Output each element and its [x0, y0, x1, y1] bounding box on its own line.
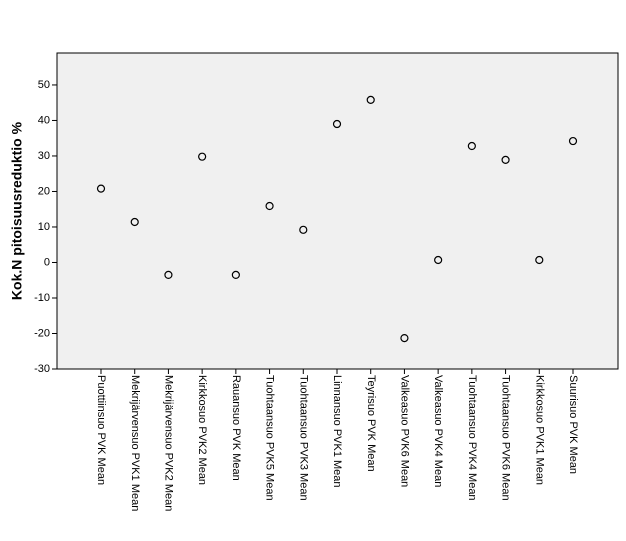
x-tick-label: Tuohtaansuo PVK3 Mean	[297, 375, 309, 501]
x-tick-label: Valkeasuo PVK6 Mean	[399, 375, 411, 487]
x-tick-label: Tuohtaansuo PVK6 Mean	[500, 375, 512, 501]
x-tick-label: Kirkkosuo PVK1 Mean	[533, 375, 545, 485]
x-tick-label: Rauansuo PVK Mean	[230, 375, 242, 481]
y-axis-label: Kok.N pitoisuusreduktio %	[9, 121, 25, 300]
y-tick-label: -20	[34, 327, 50, 339]
dot	[535, 255, 544, 265]
x-tick-label: Tuohtaansuo PVK5 Mean	[264, 375, 276, 501]
y-tick-label: 0	[44, 256, 50, 268]
x-tick-label: Linnansuo PVK1 Mean	[331, 375, 343, 488]
x-tick-label: Tuohtaansuo PVK4 Mean	[466, 375, 478, 501]
dot	[198, 152, 207, 161]
x-tick-label: Kirkkosuo PVK2 Mean	[196, 375, 208, 485]
y-tick-label: 10	[38, 221, 50, 233]
dot	[299, 225, 308, 234]
dot	[568, 136, 578, 146]
dot	[467, 141, 476, 151]
y-tick-label: -10	[34, 292, 50, 304]
dot	[332, 119, 342, 129]
x-tick-label: Mekrijärvensuo PVK2 Mean	[163, 375, 175, 511]
x-tick-label: Valkeasuo PVK4 Mean	[432, 375, 444, 487]
dot	[501, 155, 510, 164]
y-tick-label: 30	[38, 150, 50, 162]
y-tick-label: 20	[38, 185, 50, 197]
plot-area	[56, 52, 619, 370]
x-tick-label: Teyrisuo PVK Mean	[365, 375, 377, 472]
x-tick-label: Mekrijärvensuo PVK1 Mean	[129, 375, 141, 511]
dot	[231, 270, 240, 280]
y-tick-label: 40	[38, 114, 50, 126]
x-tick-label: Puottiinsuo PVK Mean	[95, 375, 107, 485]
dot	[265, 201, 274, 211]
dot	[366, 95, 375, 104]
dot	[96, 184, 106, 193]
dot	[164, 270, 173, 280]
dot	[130, 217, 139, 227]
x-tick-label: Suurisuo PVK Mean	[567, 375, 579, 474]
y-tick-label: -30	[34, 363, 50, 375]
dot	[434, 255, 443, 265]
y-tick-label: 50	[38, 79, 50, 91]
dot	[400, 334, 409, 343]
